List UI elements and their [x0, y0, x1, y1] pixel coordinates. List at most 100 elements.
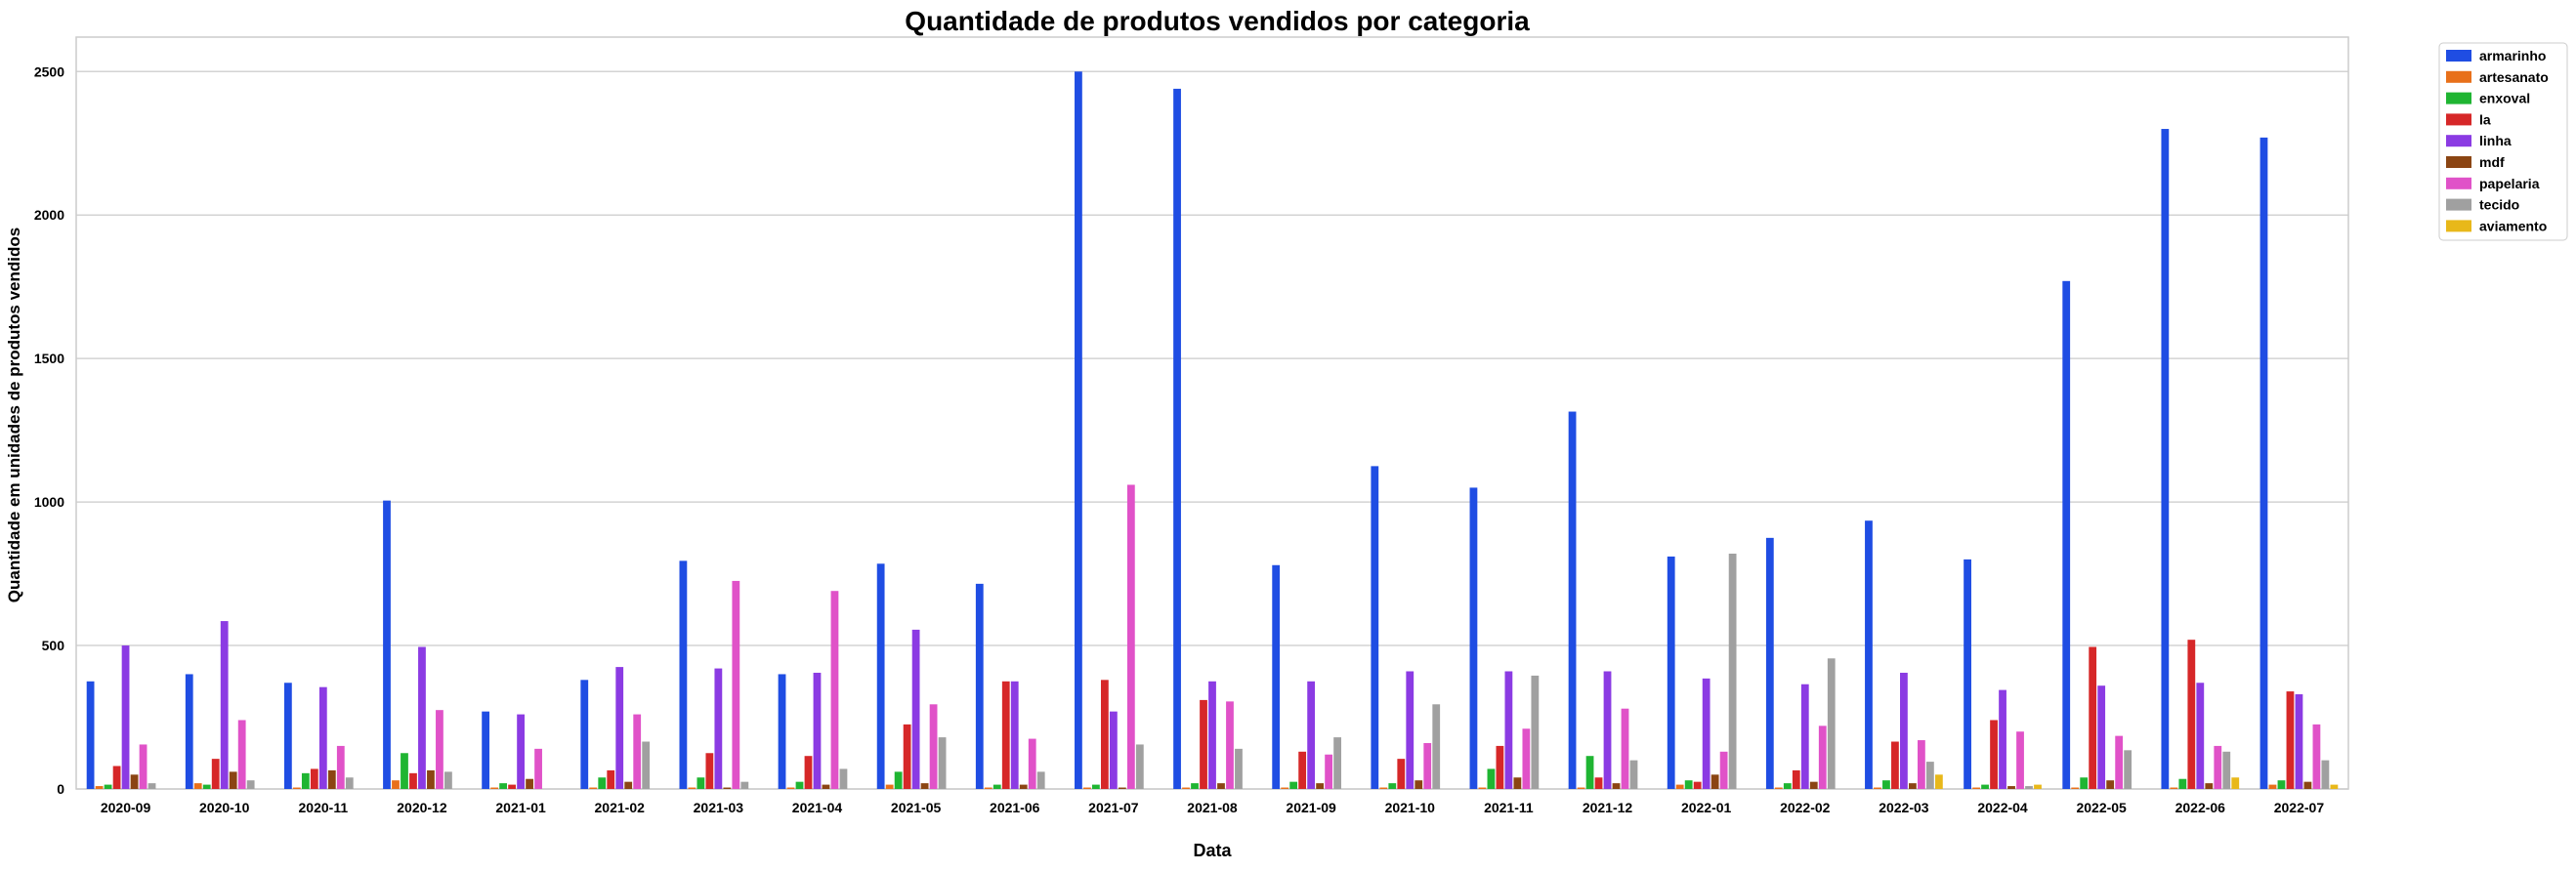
- bar-mdf: [1612, 783, 1621, 789]
- bar-tecido: [2124, 750, 2133, 789]
- bar-tecido: [444, 771, 452, 789]
- bar-linha: [714, 668, 723, 789]
- bar-armarinho: [2259, 137, 2268, 789]
- bar-papelaria: [237, 720, 246, 789]
- bar-papelaria: [1818, 726, 1827, 789]
- bar-linha: [813, 672, 822, 789]
- bar-linha: [1603, 671, 1612, 789]
- bar-papelaria: [1028, 738, 1036, 789]
- bar-enxoval: [1783, 783, 1792, 789]
- bar-artesanato: [193, 783, 202, 789]
- legend-frame: [2438, 42, 2568, 241]
- bar-armarinho: [876, 563, 885, 789]
- bar-artesanato: [885, 784, 894, 789]
- bar-linha: [1406, 671, 1415, 789]
- x-tick-label: 2021-07: [1088, 800, 1139, 815]
- bar-la: [804, 756, 813, 789]
- bar-armarinho: [580, 680, 589, 789]
- bar-linha: [1800, 684, 1809, 789]
- bar-linha: [318, 686, 327, 789]
- bar-enxoval: [104, 784, 112, 789]
- bar-enxoval: [598, 777, 607, 789]
- bar-tecido: [148, 783, 156, 789]
- bar-artesanato: [1379, 787, 1388, 789]
- bar-aviamento: [1934, 774, 1943, 789]
- bar-armarinho: [1964, 559, 1971, 789]
- bar-tecido: [1432, 704, 1441, 789]
- bar-tecido: [1925, 762, 1934, 789]
- bar-mdf: [1513, 777, 1522, 789]
- bar-mdf: [1316, 783, 1325, 789]
- bar-la: [1693, 781, 1702, 789]
- bar-artesanato: [1577, 787, 1585, 789]
- bar-enxoval: [1981, 784, 1989, 789]
- bar-papelaria: [1621, 708, 1629, 789]
- x-axis-ticks: 2020-09 2020-10 2020-11 2020-12 2021-01 2021-…: [101, 800, 2324, 815]
- bar-la: [409, 772, 417, 789]
- bar-papelaria: [2115, 735, 2124, 789]
- legend-label: enxoval: [2479, 91, 2530, 106]
- y-axis-label: Quantidade em unidades de produtos vendi…: [5, 228, 23, 602]
- bar-linha: [2097, 685, 2106, 789]
- bar-la: [2089, 646, 2097, 789]
- bar-la: [508, 784, 516, 789]
- bar-papelaria: [1423, 742, 1432, 789]
- bar-enxoval: [2277, 780, 2286, 789]
- x-tick-label: 2021-04: [792, 800, 843, 815]
- legend-label: la: [2479, 111, 2491, 127]
- bar-enxoval: [2080, 777, 2089, 789]
- bar-enxoval: [499, 783, 508, 789]
- bar-mdf: [2205, 783, 2214, 789]
- bar-artesanato: [1972, 787, 1980, 789]
- bar-linha: [121, 645, 130, 789]
- legend-label: linha: [2479, 133, 2512, 148]
- legend-swatch-armarinho: [2446, 50, 2471, 62]
- bar-enxoval: [1487, 768, 1496, 789]
- bar-enxoval: [1388, 783, 1397, 789]
- y-tick-label: 1000: [34, 494, 64, 510]
- bar-mdf: [1019, 784, 1028, 789]
- bar-artesanato: [1281, 787, 1289, 789]
- bar-armarinho: [2062, 280, 2071, 789]
- legend-label: aviamento: [2479, 218, 2547, 233]
- bar-tecido: [740, 781, 749, 789]
- bar-mdf: [1809, 781, 1818, 789]
- bar-la: [607, 769, 615, 789]
- bar-la: [1001, 681, 1010, 789]
- bar-papelaria: [1226, 701, 1234, 789]
- bar-la: [1100, 680, 1109, 789]
- bar-linha: [1504, 671, 1513, 789]
- x-tick-label: 2022-01: [1681, 800, 1732, 815]
- bar-artesanato: [1083, 787, 1091, 789]
- bar-mdf: [1415, 780, 1423, 789]
- bar-linha: [517, 714, 525, 789]
- bar-linha: [1999, 689, 2006, 789]
- bar-mdf: [1909, 783, 1917, 789]
- y-tick-label: 0: [57, 781, 64, 797]
- bar-papelaria: [1325, 754, 1333, 789]
- bar-enxoval: [301, 772, 310, 789]
- x-tick-label: 2021-03: [694, 800, 744, 815]
- x-tick-label: 2022-05: [2076, 800, 2127, 815]
- legend: armarinho artesanato enxoval la linha mdf pape…: [2438, 42, 2568, 241]
- bar-enxoval: [1091, 784, 1100, 789]
- bar-linha: [220, 621, 229, 789]
- bar-tecido: [1629, 760, 1638, 789]
- x-tick-label: 2021-08: [1187, 800, 1238, 815]
- bar-armarinho: [1272, 564, 1281, 789]
- bar-armarinho: [1667, 556, 1675, 789]
- x-tick-label: 2022-04: [1977, 800, 2028, 815]
- bar-tecido: [2025, 786, 2033, 789]
- bar-artesanato: [786, 787, 795, 789]
- bar-la: [1990, 720, 1998, 789]
- bar-mdf: [1217, 783, 1225, 789]
- bar-mdf: [624, 781, 633, 789]
- bar-tecido: [938, 737, 947, 789]
- bar-armarinho: [975, 583, 984, 789]
- bar-mdf: [526, 778, 533, 789]
- bar-mdf: [920, 783, 929, 789]
- bar-armarinho: [86, 681, 95, 789]
- bar-armarinho: [283, 683, 292, 789]
- bar-tecido: [1827, 658, 1836, 789]
- bar-artesanato: [688, 787, 697, 789]
